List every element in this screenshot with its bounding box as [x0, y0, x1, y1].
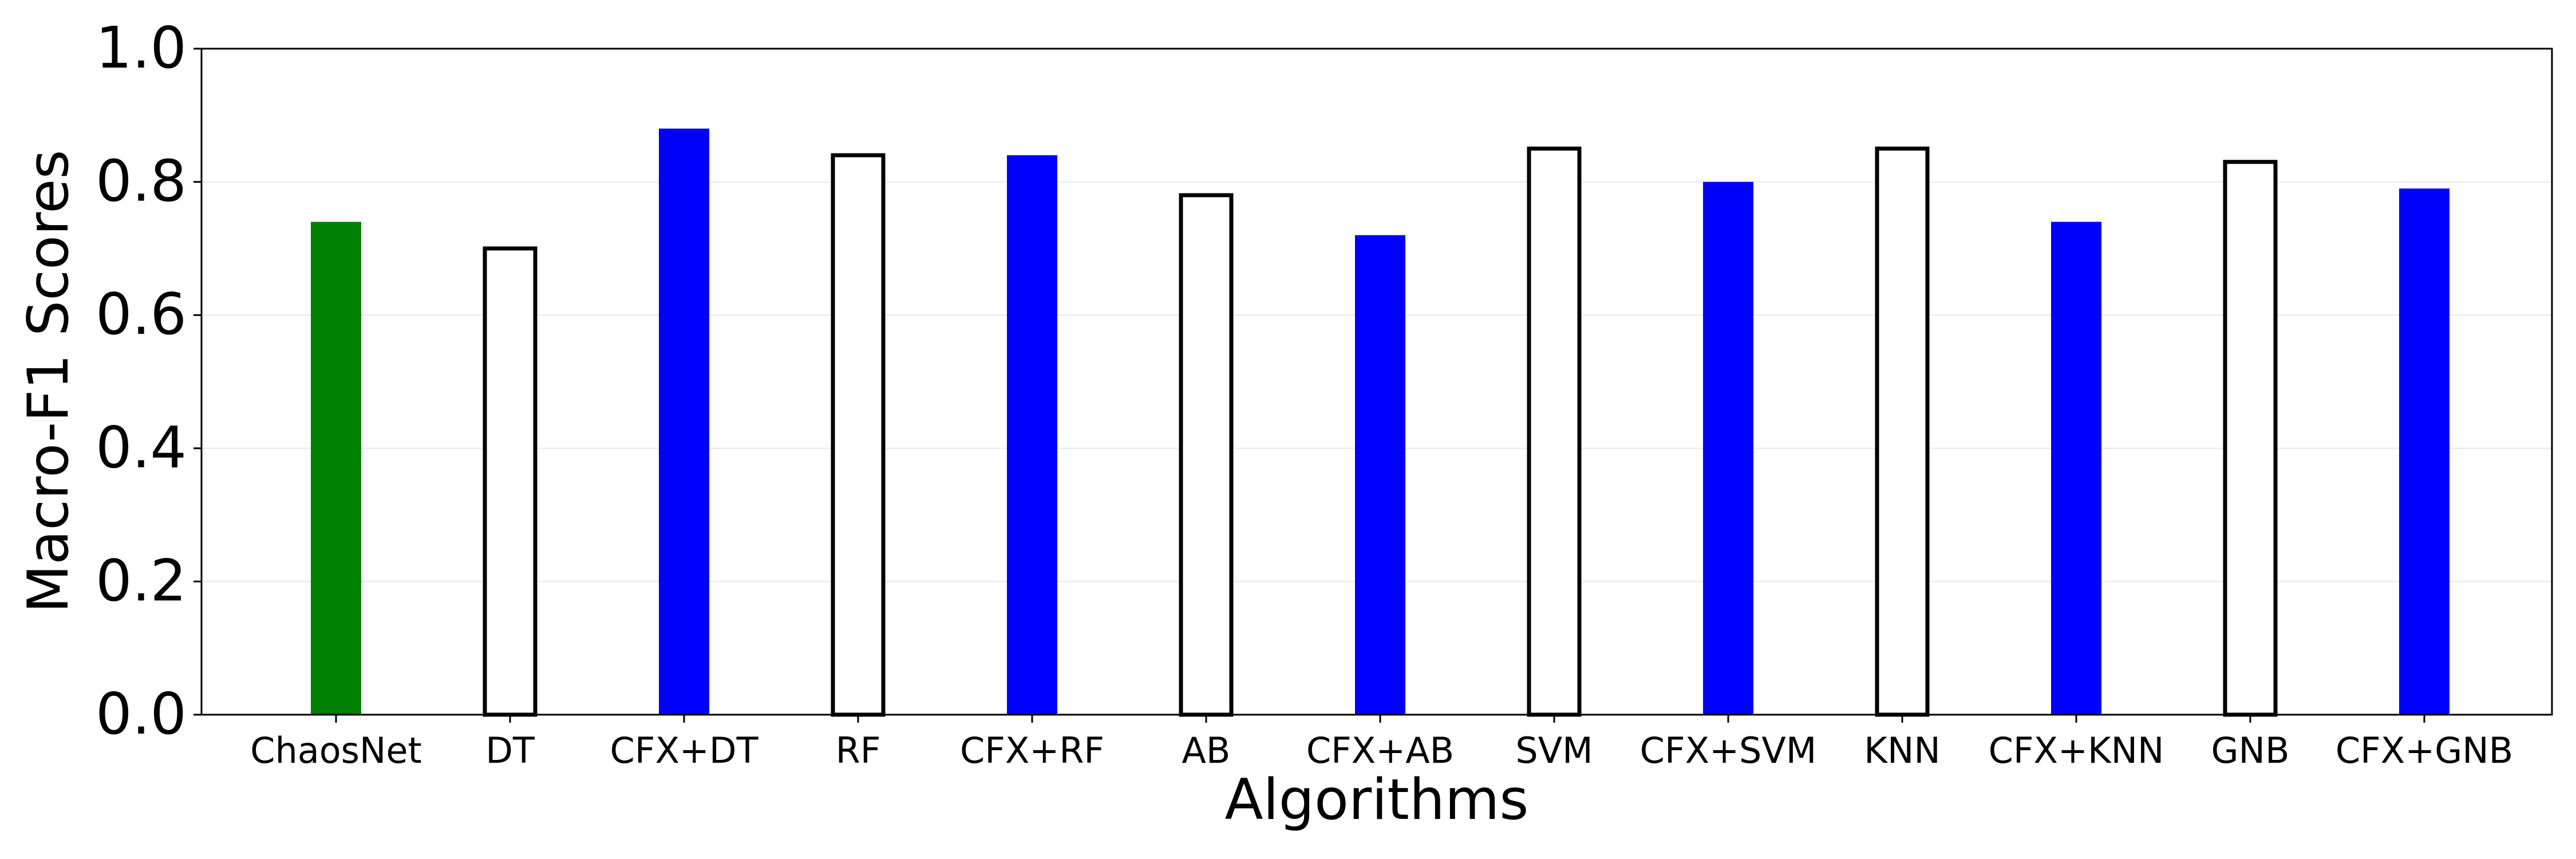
x-tick-label: AB — [1182, 730, 1231, 771]
bar-cfx-plus-ab — [1355, 235, 1405, 715]
y-tick-label: 0.6 — [96, 281, 187, 348]
bar-chaosnet — [311, 222, 361, 715]
bar-dt — [483, 246, 538, 717]
x-axis-title: Algorithms — [1224, 767, 1528, 833]
x-tick-label: CFX+KNN — [1989, 730, 2164, 771]
y-tick-label: 0.2 — [96, 547, 187, 614]
y-tick-label: 0.0 — [96, 680, 187, 747]
x-tick-label: CFX+DT — [610, 730, 759, 771]
plot-frame — [200, 48, 2553, 716]
bar-cfx-plus-svm — [1703, 182, 1753, 715]
y-axis-ticks: 0.0 0.2 0.4 0.6 0.8 1.0 — [96, 14, 202, 747]
bar-cfx-plus-knn — [2051, 222, 2101, 715]
x-axis-ticks: ChaosNet DT CFX+DT RF CFX+RF AB CFX+AB SVM CFX+S… — [250, 715, 2513, 771]
bar-svm — [1527, 146, 1582, 717]
x-tick-label: ChaosNet — [250, 730, 422, 771]
bar-cfx-plus-gnb — [2399, 188, 2449, 715]
bar-ab — [1179, 193, 1234, 717]
x-tick-label: CFX+SVM — [1640, 730, 1817, 771]
bar-cfx-plus-rf — [1007, 155, 1057, 715]
x-tick-label: CFX+GNB — [2336, 730, 2513, 771]
y-tick-label: 0.4 — [96, 414, 187, 481]
bar-gnb — [2223, 160, 2278, 717]
y-tick-label: 1.0 — [96, 14, 187, 81]
bar-rf — [831, 153, 886, 717]
y-tick-label: 0.8 — [96, 148, 187, 215]
x-tick-label: KNN — [1864, 730, 1940, 771]
x-tick-label: DT — [485, 730, 535, 771]
x-tick-label: CFX+RF — [960, 730, 1104, 771]
x-tick-label: SVM — [1515, 730, 1593, 771]
x-tick-label: GNB — [2211, 730, 2290, 771]
bar-knn — [1875, 146, 1930, 717]
y-axis-title: Macro-F1 Scores — [16, 149, 81, 613]
bar-cfx-plus-dt — [659, 128, 709, 715]
bars — [311, 128, 2449, 717]
x-tick-label: CFX+AB — [1306, 730, 1454, 771]
x-tick-label: RF — [836, 730, 881, 771]
